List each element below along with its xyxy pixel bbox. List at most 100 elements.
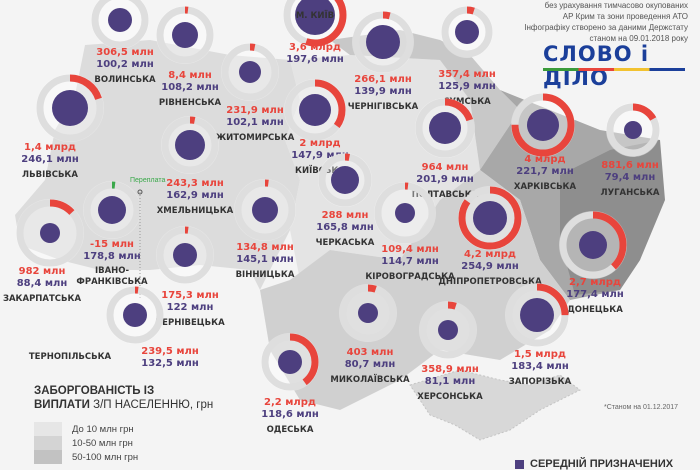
wage-value: 81,1 млн xyxy=(425,376,476,387)
wage-value: 102,1 млн xyxy=(226,117,284,128)
region-name: ХАРКІВСЬКА xyxy=(514,182,577,192)
wage-disc xyxy=(252,197,278,223)
debt-arc xyxy=(156,6,214,64)
debt-value: 134,8 млн xyxy=(236,242,294,253)
debt-value: 881,6 млн xyxy=(601,160,659,171)
debt-value: 175,3 млн xyxy=(161,290,219,301)
legend-label: 10-50 млн грн xyxy=(72,437,133,449)
legend-item: 10-50 млн грн xyxy=(34,436,133,450)
wage-disc xyxy=(358,303,378,323)
region-name: ДНІПРОПЕТРОВСЬКА xyxy=(438,277,542,287)
debt-value: 1,5 млрд xyxy=(514,349,566,360)
debt-arc xyxy=(16,199,84,267)
region-name: ФРАНКІВСЬКА xyxy=(76,277,148,287)
wage-disc xyxy=(98,196,126,224)
logo: СЛОВО і ДІЛО xyxy=(543,42,650,90)
debt-arc xyxy=(284,79,346,141)
wage-value: 197,6 млн xyxy=(286,54,344,65)
debt-arc xyxy=(83,181,141,239)
debt-arc xyxy=(234,179,296,241)
wage-value: 100,2 млн xyxy=(96,59,154,70)
debt-arc xyxy=(415,98,475,158)
wage-disc xyxy=(395,203,415,223)
wage-value: 246,1 млн xyxy=(21,154,79,165)
debt-value: 358,9 млн xyxy=(421,364,479,375)
wage-value: 132,5 млн xyxy=(141,358,199,369)
legend-label: 50-100 млн грн xyxy=(72,451,139,463)
debt-arc xyxy=(511,93,575,157)
wage-disc xyxy=(172,22,198,48)
legend-swatch xyxy=(34,436,62,450)
overpayment-note: Переплата xyxy=(130,177,165,184)
wage-value: 122 млн xyxy=(167,302,214,313)
wage-value: 80,7 млн xyxy=(345,359,396,370)
region-name: ЛЬВІВСЬКА xyxy=(22,170,78,180)
legend-title-line1: ЗАБОРГОВАНІСТЬ ІЗ xyxy=(34,385,155,397)
crimea-shape xyxy=(409,369,581,441)
wage-disc xyxy=(429,112,461,144)
wage-value: 201,9 млн xyxy=(416,174,474,185)
wage-value: 139,9 млн xyxy=(354,86,412,97)
debt-value: 964 млн xyxy=(422,162,469,173)
wage-value: 178,8 млн xyxy=(83,251,141,262)
wage-value: 79,4 млн xyxy=(605,172,656,183)
wage-value: 165,8 млн xyxy=(316,222,374,233)
debt-arc xyxy=(283,0,347,47)
wage-value: 254,9 млн xyxy=(461,261,519,272)
debt-value: 243,3 млн xyxy=(166,178,224,189)
legend-title-rest: З/П НАСЕЛЕННЮ, грн xyxy=(89,399,214,411)
debt-value: 2 млрд xyxy=(299,138,340,149)
region-name: ПОЛТАВСЬКА xyxy=(412,190,479,200)
debt-value: -15 млн xyxy=(90,239,134,250)
wage-disc xyxy=(52,90,88,126)
region-name: ДОНЕЦЬКА xyxy=(567,305,623,315)
debt-arc xyxy=(505,283,569,347)
wage-value: 108,2 млн xyxy=(161,82,219,93)
debt-value: 8,4 млн xyxy=(168,70,212,81)
debt-value: 357,4 млн xyxy=(438,69,496,80)
wage-value: 177,4 млн xyxy=(566,289,624,300)
region-name: ЖИТОМИРСЬКА xyxy=(216,133,295,143)
debt-arc xyxy=(36,74,104,142)
region-name: ЧЕРНІВЕЦЬКА xyxy=(155,318,225,328)
legend-swatch xyxy=(34,422,62,436)
debt-arc xyxy=(318,153,372,207)
debt-value: 266,1 млн xyxy=(354,74,412,85)
wage-disc xyxy=(175,130,205,160)
legend-title: ЗАБОРГОВАНІСТЬ ІЗ ВИПЛАТИ З/П НАСЕЛЕННЮ,… xyxy=(34,384,213,412)
region-name: ХМЕЛЬНИЦЬКА xyxy=(157,206,234,216)
logo-underline xyxy=(543,68,685,71)
wage-swatch xyxy=(515,459,524,469)
wage-disc xyxy=(173,243,197,267)
legend-title-bold: ВИПЛАТИ xyxy=(34,399,90,411)
wage-disc xyxy=(40,223,60,243)
region-name: ЧЕРНІГІВСЬКА xyxy=(348,102,419,112)
debt-value: 403 млн xyxy=(347,347,394,358)
region-name: РІВНЕНСЬКА xyxy=(159,98,222,108)
region-name: ЛУГАНСЬКА xyxy=(601,188,660,198)
region-name: ЧЕРКАСЬКА xyxy=(316,238,375,248)
wage-disc xyxy=(527,109,559,141)
header-note: без урахування тимчасово окупованих xyxy=(544,1,688,10)
wage-disc xyxy=(579,231,607,259)
ring-track xyxy=(91,0,149,49)
debt-value: 2,2 млрд xyxy=(264,397,316,408)
debt-arc xyxy=(419,301,477,359)
